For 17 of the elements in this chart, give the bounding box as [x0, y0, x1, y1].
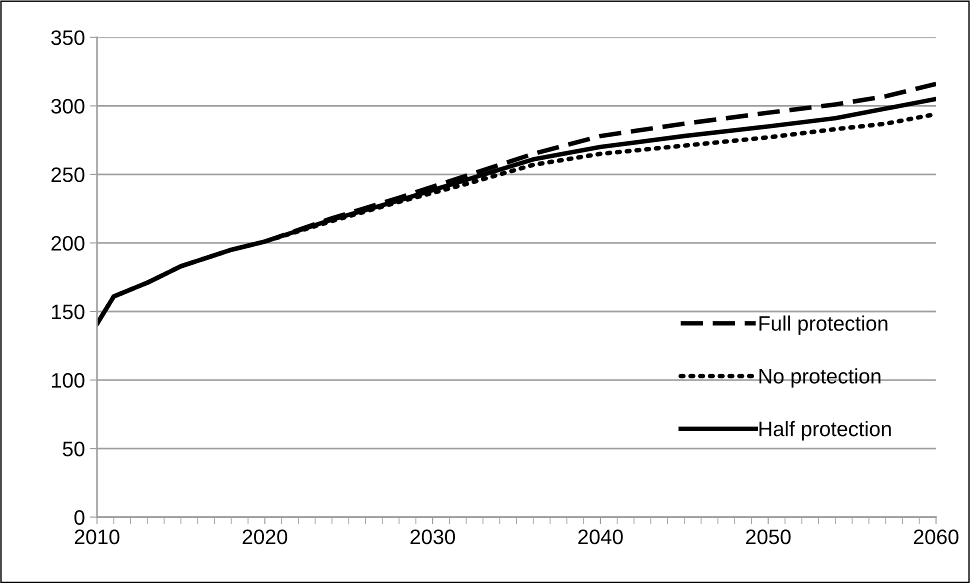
y-tick-label: 300 [51, 98, 84, 114]
legend-label: Full protection [760, 316, 888, 335]
y-tick-label: 50 [62, 442, 84, 456]
legend-label: Half protection [760, 421, 891, 440]
x-tick-label: 2050 [746, 529, 791, 544]
y-tick-label: 350 [51, 30, 84, 46]
y-tick-label: 100 [52, 373, 84, 388]
x-tick-label: 2010 [74, 529, 120, 544]
x-tick-label: 2030 [410, 529, 455, 544]
x-tick-label: 2060 [914, 529, 958, 544]
x-tick-label: 2040 [578, 529, 623, 544]
legend-label: No protection [760, 368, 880, 388]
x-tick-label: 2020 [242, 529, 288, 544]
y-tick-label: 0 [74, 510, 84, 525]
y-tick-label: 200 [51, 236, 84, 251]
y-tick-label: 150 [52, 304, 84, 320]
y-tick-label: 250 [51, 167, 84, 182]
